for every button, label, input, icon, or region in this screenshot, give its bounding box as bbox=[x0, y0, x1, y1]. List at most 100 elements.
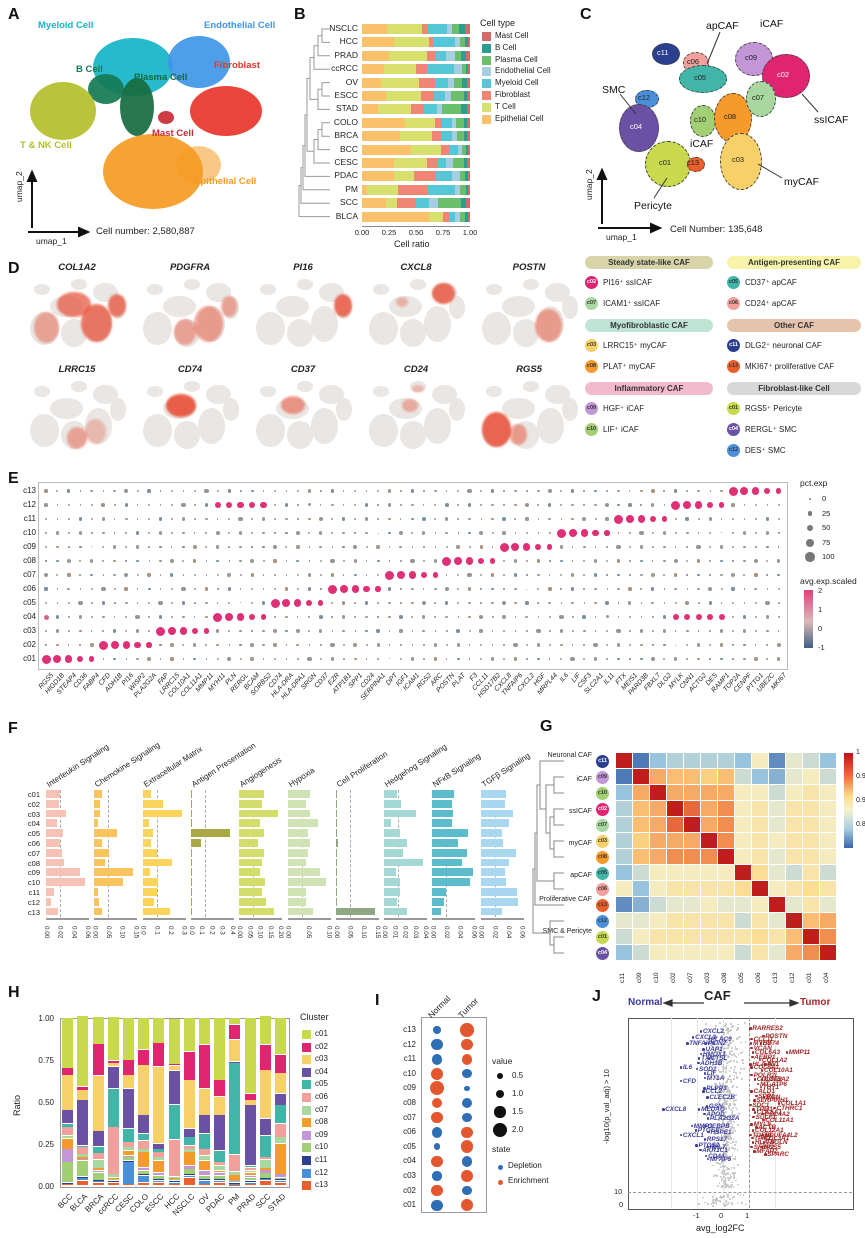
dot bbox=[570, 656, 575, 662]
dot bbox=[754, 616, 757, 618]
scatter-point bbox=[719, 1089, 722, 1092]
scatter-point bbox=[712, 1164, 714, 1167]
cluster-dot: c11 bbox=[596, 754, 609, 768]
scatter-point bbox=[740, 1067, 742, 1070]
heatmap-cell bbox=[650, 929, 666, 944]
dot bbox=[193, 587, 196, 591]
dot bbox=[572, 644, 574, 646]
dot bbox=[399, 657, 403, 661]
bar-segment bbox=[199, 1170, 210, 1176]
dot bbox=[307, 656, 312, 662]
heatmap-cell bbox=[735, 865, 751, 880]
dotplot-row-label: c03 bbox=[403, 1171, 416, 1180]
bar-segment bbox=[426, 50, 436, 61]
dot bbox=[536, 657, 540, 661]
heatmap-cell bbox=[633, 913, 649, 928]
dot bbox=[697, 573, 701, 577]
scatter-point bbox=[731, 1183, 733, 1186]
colorbar-tick: 0.95 bbox=[856, 773, 865, 780]
dot bbox=[273, 573, 277, 577]
bar-segment bbox=[385, 198, 397, 209]
dot bbox=[262, 643, 265, 647]
reference-dashed-line bbox=[349, 790, 351, 918]
scatter-point bbox=[724, 1178, 727, 1181]
dot bbox=[410, 558, 415, 564]
legend-size-dot bbox=[806, 538, 814, 547]
gene-point bbox=[662, 1108, 665, 1111]
dot bbox=[239, 657, 242, 660]
dot bbox=[308, 560, 310, 562]
bar-row-label: BLCA bbox=[335, 210, 358, 221]
scatter-point bbox=[723, 1170, 726, 1173]
cluster-dot: c05 bbox=[727, 276, 740, 289]
dot bbox=[709, 545, 712, 549]
scatter-point bbox=[739, 1193, 742, 1196]
scatter-point bbox=[721, 1106, 723, 1109]
legend-swatch bbox=[302, 1143, 311, 1153]
dot bbox=[570, 573, 575, 577]
heatmap-cell bbox=[650, 801, 666, 816]
gene-point bbox=[699, 1052, 703, 1056]
bar-segment bbox=[77, 1086, 89, 1090]
dot bbox=[514, 601, 517, 605]
dot bbox=[122, 641, 130, 649]
scatter-point bbox=[723, 1101, 726, 1104]
dot bbox=[683, 500, 692, 510]
heatmap-cell bbox=[616, 865, 632, 880]
bar-segment bbox=[451, 131, 458, 142]
gene-point bbox=[697, 1057, 701, 1060]
scatter-point bbox=[725, 1146, 728, 1149]
bar-segment bbox=[123, 1147, 134, 1151]
scatter-point bbox=[721, 1196, 723, 1198]
dot bbox=[468, 531, 471, 535]
legend-item-label: c11 bbox=[315, 1155, 328, 1164]
dot bbox=[56, 602, 59, 604]
dot bbox=[90, 503, 93, 507]
bar bbox=[46, 878, 85, 886]
feature-umap-silhouette bbox=[50, 397, 84, 419]
feature-highlight bbox=[34, 312, 59, 344]
dot bbox=[399, 615, 403, 619]
scatter-point bbox=[721, 1068, 724, 1071]
dot bbox=[320, 588, 322, 590]
dot bbox=[431, 1097, 443, 1109]
dot bbox=[514, 532, 517, 534]
bar-segment bbox=[183, 1128, 195, 1137]
scatter-point bbox=[727, 1027, 730, 1030]
scatter-point bbox=[722, 1127, 725, 1130]
scatter-point bbox=[723, 1204, 726, 1207]
dot bbox=[90, 573, 94, 577]
dot bbox=[205, 658, 207, 660]
gene-point bbox=[707, 1037, 711, 1041]
heatmap-cell bbox=[616, 929, 632, 944]
scatter-point bbox=[727, 1026, 729, 1029]
bar bbox=[142, 907, 171, 916]
dot bbox=[502, 615, 506, 619]
dot bbox=[182, 490, 185, 492]
bar-segment bbox=[450, 91, 464, 101]
umap-axes bbox=[8, 6, 290, 250]
bar-segment bbox=[275, 1093, 286, 1105]
scatter-point bbox=[728, 1168, 731, 1171]
scatter-point bbox=[722, 1032, 725, 1034]
heatmap-cell bbox=[769, 945, 785, 960]
dot bbox=[319, 657, 322, 661]
feature-umap-silhouette bbox=[482, 312, 511, 345]
gene-point bbox=[698, 1148, 702, 1152]
dot bbox=[238, 516, 243, 522]
bar-segment bbox=[168, 1065, 180, 1071]
dot bbox=[399, 559, 403, 563]
scatter-point bbox=[737, 1193, 739, 1196]
bar-segment bbox=[259, 1135, 271, 1157]
dot bbox=[444, 586, 449, 592]
scatter-point bbox=[723, 1185, 726, 1188]
dot bbox=[431, 1067, 443, 1080]
bar-segment bbox=[462, 64, 466, 75]
umap-cluster-blob bbox=[88, 74, 124, 104]
dot bbox=[296, 573, 300, 577]
bar-segment bbox=[259, 1118, 271, 1136]
scatter-point bbox=[719, 1197, 722, 1200]
dot bbox=[559, 643, 563, 647]
gene-label: CTHRC1 bbox=[776, 1104, 803, 1112]
scatter-point bbox=[731, 1181, 733, 1184]
